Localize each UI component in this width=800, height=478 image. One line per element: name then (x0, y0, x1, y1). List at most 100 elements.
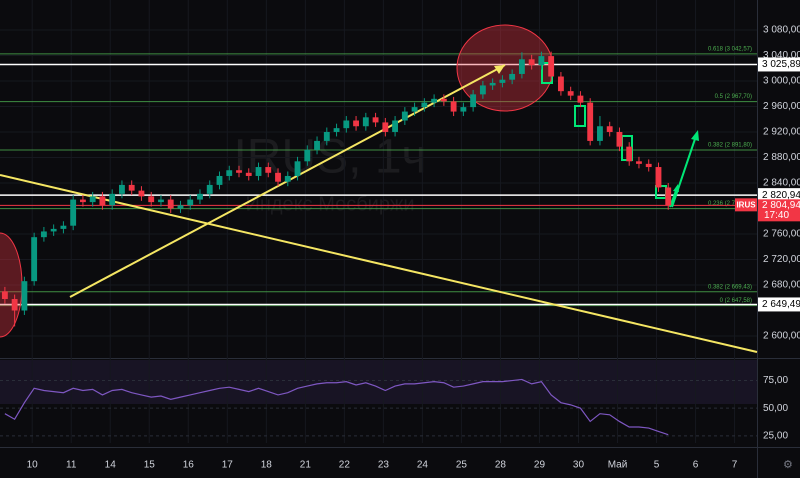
x-tick-label: 7 (732, 460, 738, 471)
rsi-line (4, 378, 669, 436)
symbol-box (735, 198, 757, 212)
candle-body (587, 102, 594, 141)
candle-body (177, 205, 184, 209)
x-tick-label: 30 (573, 460, 585, 471)
candle-body (567, 91, 574, 96)
candle-body (148, 196, 155, 203)
trend-line (0, 174, 758, 353)
candle-body (40, 231, 47, 238)
candle-body (421, 102, 428, 108)
candle-body (255, 167, 262, 176)
fib-label: 0.618 (3 042,57) (708, 46, 752, 52)
candle-body (128, 184, 135, 191)
x-tick-label: 15 (144, 460, 156, 471)
candle-body (636, 161, 642, 164)
candle-body (353, 120, 359, 127)
x-tick-label: 5 (654, 460, 660, 471)
x-tick-label: 16 (183, 460, 195, 471)
x-tick-label: 11 (66, 460, 77, 471)
candle-body (665, 187, 672, 206)
candle-body (538, 56, 545, 66)
candle-body (372, 117, 379, 123)
fib-label: 0.382 (2 669,43) (708, 284, 752, 290)
watermark-subtitle: Индекс Мосбиржи (245, 193, 414, 215)
price-label-box (758, 188, 800, 203)
candle-body (119, 184, 125, 194)
x-tick-label: 10 (27, 460, 39, 471)
candle-body (489, 82, 496, 86)
x-tick-label: Май (608, 460, 628, 471)
arrow-head (691, 130, 699, 141)
last-price-label: 2 804,94 (762, 200, 800, 211)
y-tick-label: 2 760,00 (763, 229, 800, 240)
candle-body (197, 193, 203, 200)
candle-body (70, 199, 77, 226)
fib-label: 0.382 (2 891,80) (708, 143, 752, 149)
candle-body (31, 237, 38, 282)
settings-icon[interactable]: ⚙ (783, 459, 793, 471)
candle-body (431, 98, 438, 103)
y-tick-label: 2 600,00 (763, 331, 800, 342)
candle-body (557, 76, 564, 92)
y-tick-label: 3 080,00 (763, 25, 800, 36)
x-tick-label: 23 (378, 460, 390, 471)
candle-body (89, 196, 96, 203)
candle-body (294, 161, 301, 176)
candle-body (362, 117, 369, 127)
candle-body (11, 299, 18, 311)
rsi-band (0, 360, 757, 404)
price-label-box (758, 297, 800, 312)
candle-body (577, 95, 584, 103)
candle-body (626, 146, 633, 162)
candle-body (60, 225, 67, 229)
fib-label: 0.5 (2 967,70) (715, 94, 752, 100)
x-tick-label: 6 (693, 460, 699, 471)
candle-body (382, 122, 389, 132)
candle-body (284, 175, 291, 182)
candle-body (216, 175, 223, 185)
candle-body (392, 120, 399, 132)
price-label: 2 820,94 (762, 190, 800, 201)
last-price-time: 17:40 (764, 210, 789, 221)
forecast-arrow (671, 135, 697, 208)
candle-body (450, 101, 457, 112)
price-label: 2 649,49 (762, 299, 800, 310)
x-tick-label: 17 (222, 460, 234, 471)
candle-body (606, 126, 613, 132)
y-tick-label: 2 840,00 (763, 178, 800, 189)
price-label-box (758, 57, 800, 72)
candle-body (109, 193, 116, 206)
rsi-tick-label: 75,00 (763, 375, 788, 386)
candles (1, 51, 672, 436)
candle-body (548, 56, 555, 77)
price-label: 3 025,89 (762, 59, 800, 70)
arrow-head (673, 184, 679, 192)
candle-body (275, 172, 281, 182)
candle-body (343, 120, 350, 129)
candle-body (470, 94, 477, 108)
y-tick-label: 2 960,00 (763, 101, 800, 112)
candle-body (528, 59, 535, 66)
x-tick-label: 18 (261, 460, 273, 471)
candle-body (655, 167, 662, 188)
last-price-box (758, 199, 800, 222)
candle-body (499, 79, 506, 83)
candle-body (21, 281, 28, 311)
y-tick-label: 2 920,00 (763, 127, 800, 138)
x-tick-label: 21 (300, 460, 312, 471)
axis-labels: 3 080,00 3 040,00 3 000,00 2 960,00 2 920,00… (27, 25, 800, 471)
x-tick-label: 29 (534, 460, 546, 471)
candle-body (333, 128, 340, 132)
candle-body (158, 199, 164, 203)
candle-body (304, 149, 311, 162)
rsi-tick-label: 25,00 (763, 430, 788, 441)
candle-body (187, 199, 194, 206)
symbol-label: IRUS (736, 200, 756, 209)
x-tick-label: 14 (105, 460, 117, 471)
candle-body (99, 196, 106, 206)
y-tick-label: 3 000,00 (763, 76, 800, 87)
candle-body (1, 291, 8, 300)
